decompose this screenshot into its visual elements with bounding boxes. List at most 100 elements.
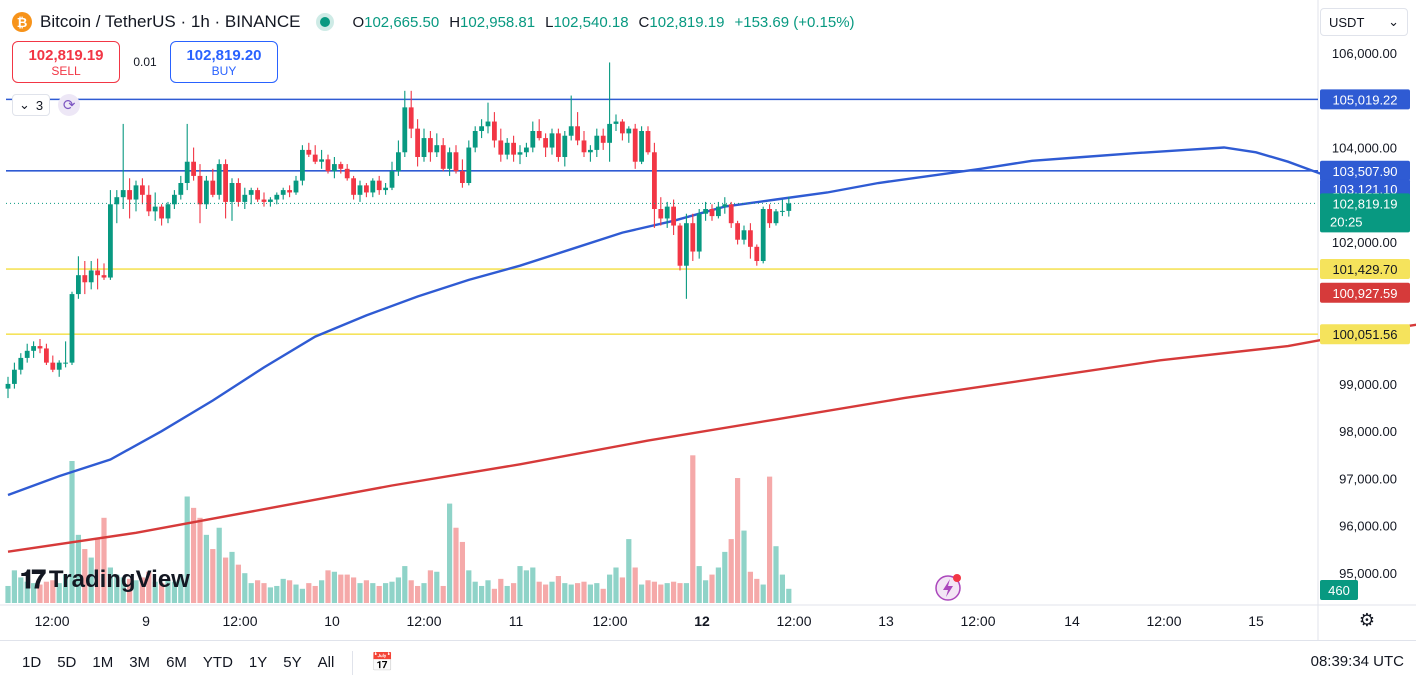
- range-button-6m[interactable]: 6M: [166, 654, 187, 671]
- candle-body: [549, 133, 555, 148]
- tradingview-wordmark: TradingView: [48, 566, 190, 593]
- candle-body: [312, 154, 318, 162]
- volume-bar: [517, 566, 523, 603]
- volume-bar: [229, 551, 235, 603]
- volume-bar: [434, 571, 440, 603]
- candle-body: [780, 210, 785, 212]
- volume-bar: [472, 581, 478, 603]
- volume-bar: [703, 580, 709, 603]
- spread-value: 0.01: [133, 55, 157, 69]
- candle-body: [383, 187, 388, 191]
- candle-body: [434, 145, 440, 153]
- candle-body: [696, 213, 702, 252]
- candle-body: [236, 183, 241, 202]
- range-button-all[interactable]: All: [317, 654, 335, 671]
- gear-icon[interactable]: ⚙: [1358, 610, 1376, 630]
- volume-bar: [479, 585, 485, 603]
- volume-bar: [760, 584, 766, 603]
- candle-body: [140, 185, 145, 195]
- candle-body: [415, 128, 420, 157]
- volume-bar: [658, 584, 664, 603]
- range-button-1m[interactable]: 1M: [92, 654, 114, 671]
- utc-clock[interactable]: 08:39:34 UTC: [1310, 653, 1404, 670]
- tradingview-logo: 𝟏𝟕 TradingView: [20, 564, 190, 596]
- sync-icon[interactable]: ⟳: [58, 94, 81, 116]
- volume-bar: [114, 574, 120, 603]
- currency-value: USDT: [1329, 14, 1365, 30]
- time-axis-label: 12:00: [406, 613, 441, 629]
- symbol-title[interactable]: Bitcoin / TetherUS · 1h · BINANCE: [40, 12, 301, 31]
- volume-bar: [530, 567, 536, 603]
- time-axis-label: 12:00: [960, 613, 995, 629]
- range-button-1d[interactable]: 1D: [22, 654, 42, 671]
- level-price-badge-bg: [1320, 259, 1410, 280]
- volume-bar: [767, 476, 773, 603]
- volume-bar: [715, 567, 721, 603]
- buy-button[interactable]: 102,819.20 BUY: [170, 41, 278, 83]
- volume-bar: [242, 573, 248, 603]
- volume-bar: [370, 583, 376, 603]
- candle-body: [344, 168, 350, 179]
- candle-body: [735, 223, 740, 240]
- volume-bar: [741, 530, 747, 603]
- candle-body: [492, 121, 497, 141]
- volume-bar: [466, 570, 472, 603]
- candle-body: [671, 206, 676, 226]
- tradingview-mark-icon: 𝟏𝟕: [20, 564, 46, 594]
- volume-bar: [95, 539, 101, 603]
- volume-bar: [408, 580, 414, 603]
- candle-body: [396, 152, 401, 172]
- candle-body: [332, 164, 337, 172]
- volume-bar: [299, 588, 305, 603]
- range-button-ytd[interactable]: YTD: [202, 654, 233, 671]
- volume-bar: [165, 580, 171, 603]
- volume-bar: [587, 584, 593, 603]
- time-axis-label: 12:00: [222, 613, 257, 629]
- volume-bar: [491, 588, 497, 603]
- candle-body: [63, 362, 68, 364]
- indicators-toggle[interactable]: ⌄ 3: [12, 94, 51, 116]
- level-price-badge-bg: [1320, 160, 1410, 181]
- sell-button[interactable]: 102,819.19 SELL: [12, 41, 120, 83]
- volume-bar: [581, 581, 587, 603]
- calendar-icon[interactable]: 📅: [371, 652, 394, 672]
- volume-bar: [447, 503, 453, 603]
- candle-body: [370, 180, 376, 193]
- range-button-3m[interactable]: 3M: [129, 654, 151, 671]
- volume-bar: [50, 580, 56, 603]
- volume-bar: [274, 585, 280, 603]
- candle-body: [184, 161, 190, 183]
- volume-badge-label: 460: [1328, 583, 1350, 598]
- candle-body: [76, 275, 81, 295]
- range-button-5d[interactable]: 5D: [57, 654, 77, 671]
- candle-body: [165, 204, 171, 219]
- volume-bar: [607, 574, 613, 603]
- time-axis-label: 12: [694, 613, 710, 629]
- alert-dot-icon: [953, 574, 961, 582]
- volume-bar: [786, 588, 792, 603]
- candle-body: [306, 149, 312, 155]
- volume-bar: [178, 574, 184, 603]
- range-button-1y[interactable]: 1Y: [248, 654, 268, 671]
- currency-select[interactable]: USDT ⌄: [1320, 8, 1408, 36]
- candle-body: [69, 294, 75, 363]
- candle-body: [607, 123, 612, 143]
- volume-bar: [325, 570, 331, 603]
- candle-body: [12, 369, 17, 384]
- volume-bar: [159, 583, 165, 603]
- candle-body: [108, 204, 113, 278]
- volume-bar: [101, 517, 107, 603]
- volume-bar: [267, 587, 273, 603]
- range-button-5y[interactable]: 5Y: [283, 654, 302, 671]
- price-tick-label: 99,000.00: [1339, 377, 1397, 392]
- volume-bar: [549, 581, 555, 603]
- high-value: 102,958.81: [460, 13, 536, 31]
- candle-body: [690, 223, 696, 252]
- volume-bar: [280, 578, 286, 603]
- volume-bar: [338, 574, 344, 603]
- candle-body: [472, 131, 478, 148]
- candle-body: [338, 164, 344, 169]
- candle-body: [709, 209, 715, 217]
- time-axis-label: 10: [324, 613, 340, 629]
